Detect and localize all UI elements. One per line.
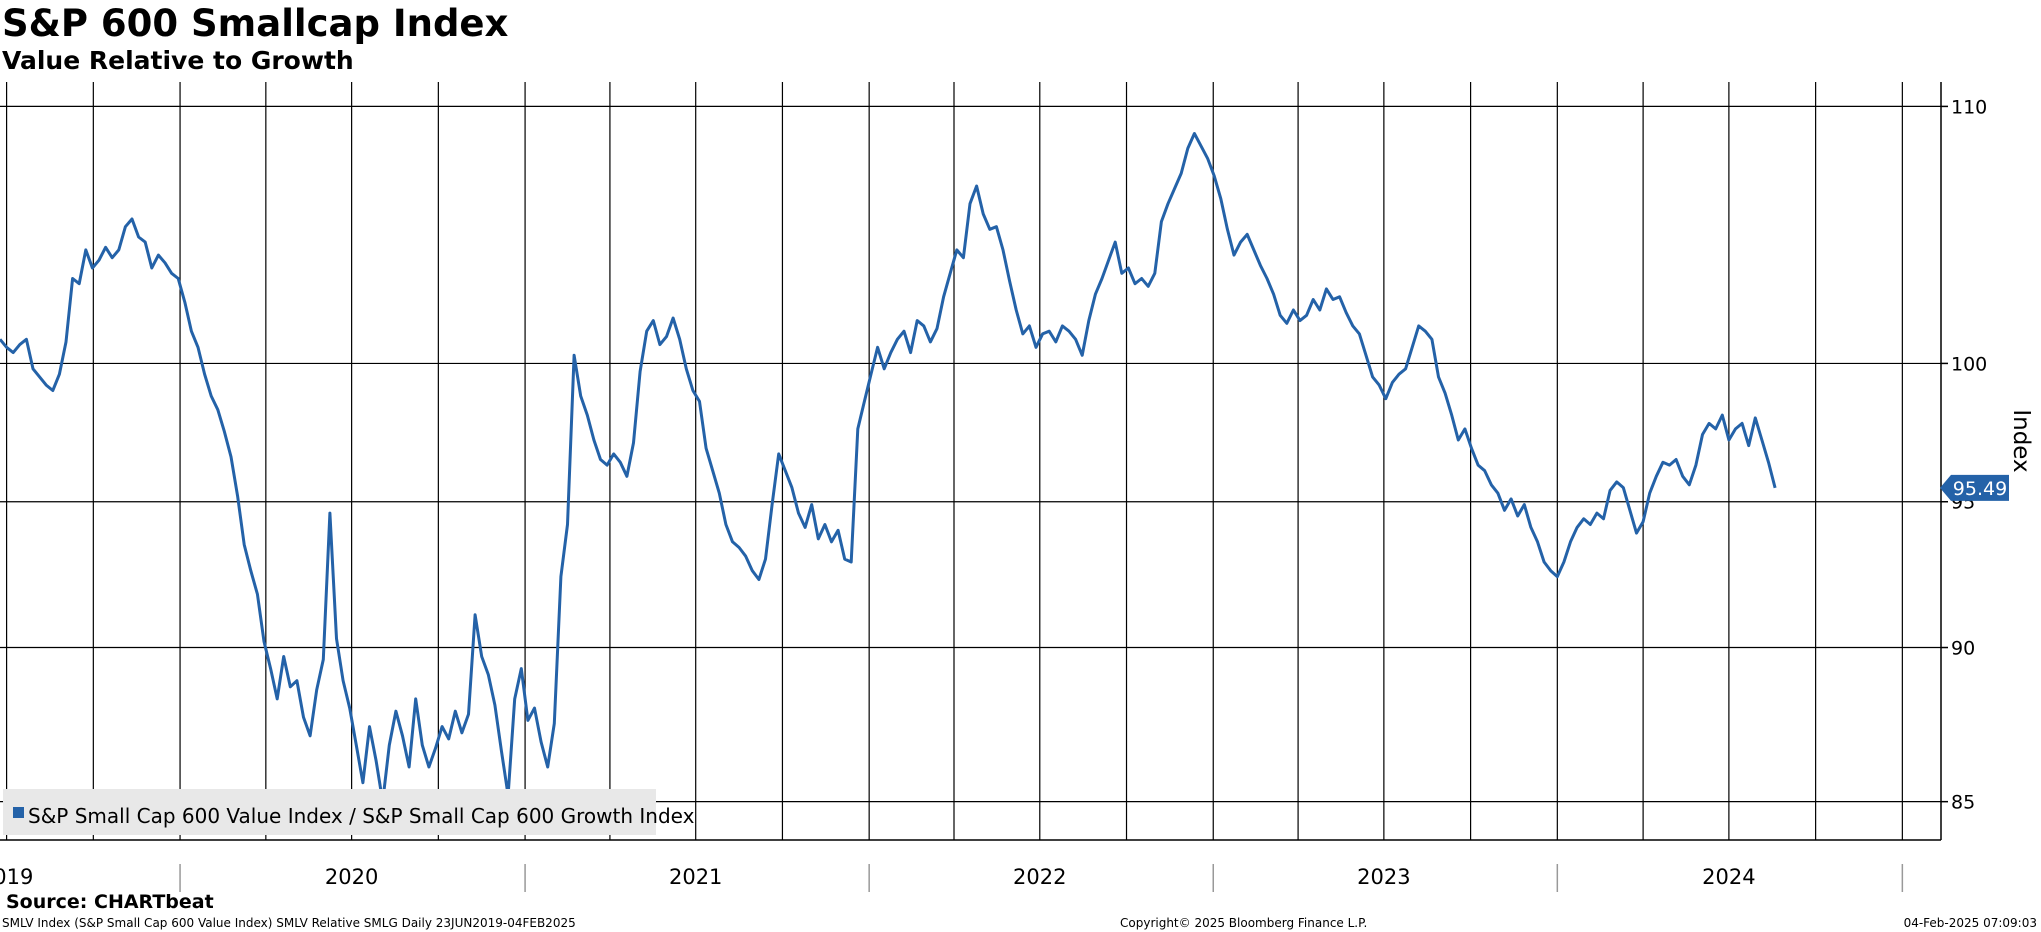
chart-subtitle: Value Relative to Growth: [2, 46, 354, 75]
legend-box: [3, 789, 656, 835]
x-tick-label: 2023: [1357, 865, 1410, 889]
x-tick-label: 2021: [669, 865, 722, 889]
chart-title: S&P 600 Smallcap Index: [2, 2, 509, 45]
y-tick-label: 110: [1951, 96, 1987, 118]
y-tick-label: 90: [1951, 638, 1975, 660]
y-tick-label: 85: [1951, 792, 1975, 814]
last-value-text: 95.49: [1953, 478, 2007, 500]
legend-entry: S&P Small Cap 600 Value Index / S&P Smal…: [28, 804, 695, 828]
x-tick-label: 2022: [1013, 865, 1066, 889]
last-value-label: 95.49: [1940, 474, 2009, 501]
series-description: SMLV Index (S&P Small Cap 600 Value Inde…: [2, 916, 576, 930]
copyright-note: Copyright© 2025 Bloomberg Finance L.P.: [1120, 916, 1368, 930]
x-tick-label: 2019: [0, 865, 33, 889]
legend-swatch: [13, 807, 24, 818]
source-note: Source: CHARTbeat: [6, 891, 214, 913]
timestamp: 04-Feb-2025 07:09:03: [1903, 916, 2037, 930]
y-tick-label: 100: [1951, 353, 1987, 375]
y-axis-title: Index: [2008, 409, 2034, 472]
series-line: [0, 132, 1777, 804]
x-tick-label: 2020: [325, 865, 378, 889]
last-value-badge: [1940, 474, 2009, 501]
x-tick-label: 2024: [1702, 865, 1755, 889]
legend: S&P Small Cap 600 Value Index / S&P Smal…: [3, 789, 695, 835]
